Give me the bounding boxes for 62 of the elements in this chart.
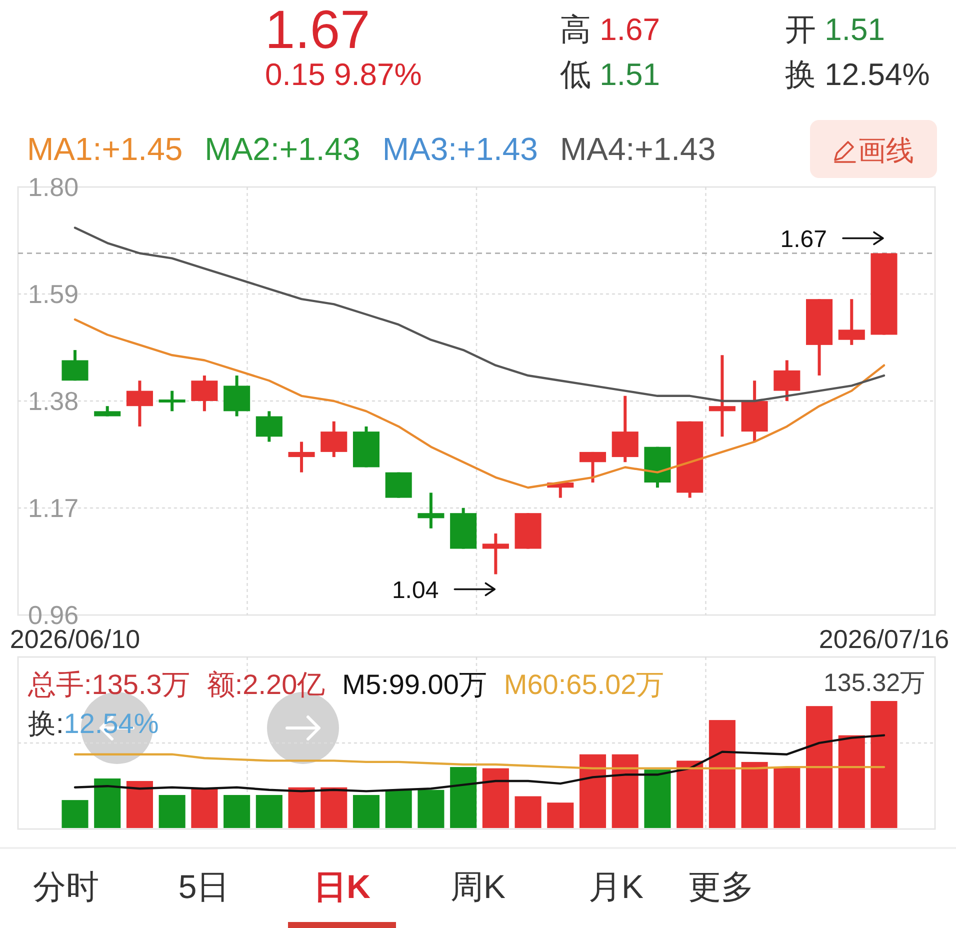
legend-label: MA3:+1.43 bbox=[382, 131, 538, 167]
candlestick bbox=[838, 299, 865, 345]
bar bbox=[482, 768, 509, 828]
bar bbox=[385, 790, 412, 828]
text: 135.32万 bbox=[824, 669, 925, 697]
annotation: 换:12.54% bbox=[28, 708, 159, 739]
text: 总手:135.3万 bbox=[27, 669, 190, 700]
text: 分时 bbox=[33, 868, 99, 905]
bar bbox=[418, 790, 444, 828]
text: M5:99.00万 bbox=[342, 669, 487, 700]
bar bbox=[547, 802, 574, 828]
bar bbox=[514, 796, 542, 828]
bar bbox=[62, 800, 88, 828]
text: 月K bbox=[588, 868, 644, 905]
legend-label: MA2:+1.43 bbox=[204, 131, 360, 167]
bar bbox=[644, 770, 671, 828]
bar bbox=[158, 794, 186, 828]
annotation: 1.04 bbox=[392, 577, 439, 604]
bar bbox=[870, 701, 898, 828]
bar bbox=[320, 787, 348, 828]
bar bbox=[352, 794, 380, 828]
candlestick bbox=[158, 390, 186, 412]
bar bbox=[126, 781, 153, 828]
text: 日K bbox=[314, 868, 371, 905]
text: MA1:+1.45 bbox=[27, 131, 183, 167]
text: 1.67 bbox=[265, 0, 370, 60]
bar bbox=[774, 767, 800, 828]
bar bbox=[224, 794, 250, 828]
y-tick-label: 1.59 bbox=[28, 279, 79, 309]
text: 5日 bbox=[178, 868, 230, 905]
bar bbox=[806, 706, 833, 828]
bar bbox=[450, 767, 477, 828]
y-tick-label: 1.17 bbox=[28, 493, 79, 523]
text: 0.15 9.87% bbox=[265, 57, 422, 92]
text: 额:2.20亿 bbox=[206, 669, 326, 700]
text: 高 1.67 bbox=[560, 12, 660, 47]
text: MA4:+1.43 bbox=[560, 131, 716, 167]
bar bbox=[94, 778, 121, 828]
bar bbox=[676, 760, 704, 828]
bar bbox=[612, 754, 638, 828]
candlestick bbox=[288, 442, 315, 472]
bar bbox=[288, 787, 315, 828]
annotation: 1.67 bbox=[780, 226, 827, 254]
text: 低 1.51 bbox=[560, 57, 660, 92]
y-tick-label: 1.80 bbox=[28, 172, 79, 202]
text: 画线 bbox=[858, 135, 914, 166]
text: 开 1.51 bbox=[785, 12, 885, 47]
y-tick-label: 1.38 bbox=[28, 386, 79, 416]
candlestick bbox=[482, 533, 509, 574]
bar bbox=[741, 762, 768, 828]
bar bbox=[191, 788, 218, 828]
bar bbox=[256, 794, 282, 828]
text: M60:65.02万 bbox=[504, 669, 664, 700]
candlestick bbox=[418, 492, 444, 528]
bar bbox=[579, 754, 606, 828]
candlestick bbox=[708, 355, 736, 437]
text: 更多 bbox=[688, 868, 754, 905]
x-tick-label: 2026/07/16 bbox=[818, 624, 950, 654]
text: 周K bbox=[450, 868, 506, 905]
bar bbox=[708, 720, 736, 828]
text: 换 12.54% bbox=[785, 57, 930, 92]
bar bbox=[838, 735, 865, 828]
